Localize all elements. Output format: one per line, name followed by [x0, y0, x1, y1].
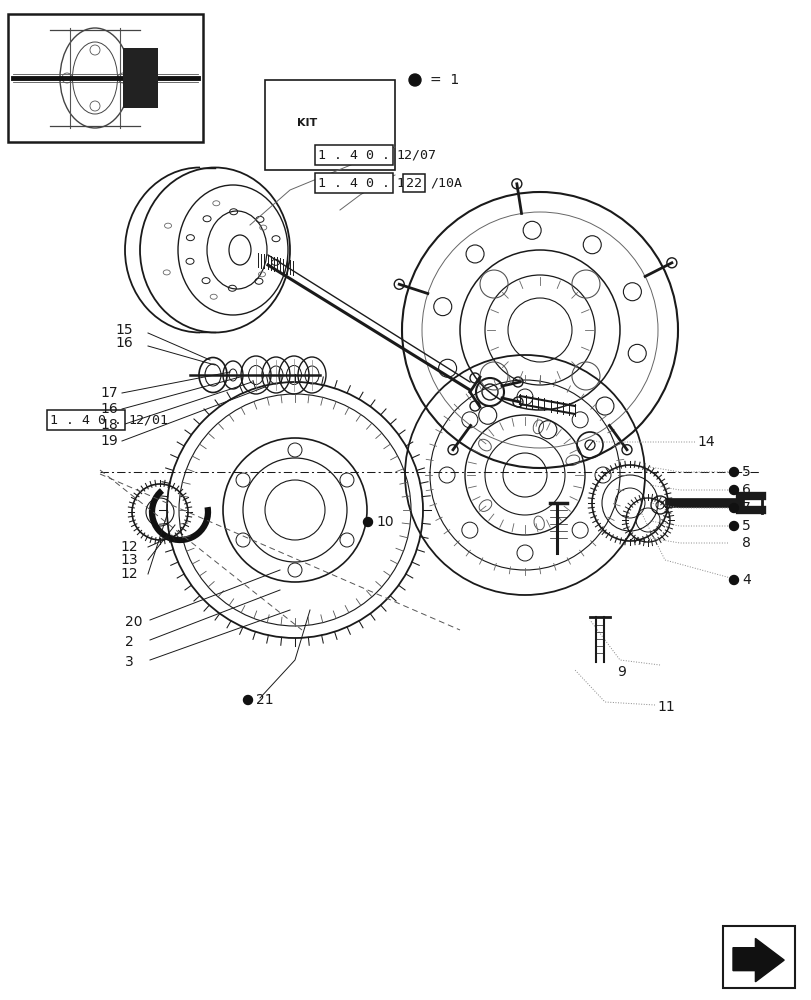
- Text: 22: 22: [406, 177, 422, 190]
- Polygon shape: [732, 938, 783, 982]
- Text: 12: 12: [120, 567, 137, 581]
- Text: 12: 12: [120, 540, 137, 554]
- Circle shape: [728, 504, 737, 512]
- Text: 11: 11: [656, 700, 674, 714]
- Bar: [122, 48, 158, 108]
- Text: 10: 10: [375, 515, 393, 529]
- Text: 18: 18: [100, 418, 118, 432]
- Text: 1: 1: [396, 177, 404, 190]
- Text: 21: 21: [255, 693, 273, 707]
- Circle shape: [409, 74, 420, 86]
- Text: 16: 16: [115, 336, 132, 350]
- Text: 5: 5: [741, 519, 750, 533]
- Text: 3: 3: [125, 655, 134, 669]
- Text: 16: 16: [100, 402, 118, 416]
- Text: 15: 15: [115, 323, 132, 337]
- Circle shape: [363, 518, 372, 526]
- Circle shape: [728, 468, 737, 477]
- Text: 1 . 4 0 .: 1 . 4 0 .: [318, 149, 389, 162]
- Text: 9: 9: [616, 665, 625, 679]
- Bar: [264, 80, 394, 170]
- Text: 14: 14: [696, 435, 714, 449]
- Text: 12/01: 12/01: [128, 414, 168, 426]
- Text: 13: 13: [120, 553, 137, 567]
- Text: 19: 19: [100, 434, 118, 448]
- Bar: [8, 14, 203, 142]
- Circle shape: [728, 576, 737, 584]
- Text: 4: 4: [741, 573, 750, 587]
- Circle shape: [728, 522, 737, 530]
- Text: 12/07: 12/07: [396, 149, 436, 162]
- Text: 2: 2: [125, 635, 134, 649]
- Text: 20: 20: [125, 615, 142, 629]
- Text: 8: 8: [741, 536, 750, 550]
- Text: /10A: /10A: [430, 177, 461, 190]
- Text: 17: 17: [100, 386, 118, 400]
- Text: 6: 6: [741, 483, 750, 497]
- Text: 5: 5: [741, 465, 750, 479]
- Text: KIT: KIT: [297, 118, 317, 128]
- Bar: [722, 926, 794, 988]
- Text: =  1: = 1: [430, 73, 459, 87]
- Circle shape: [243, 696, 252, 704]
- Circle shape: [728, 486, 737, 494]
- Text: 1 . 4 0 .: 1 . 4 0 .: [318, 177, 389, 190]
- Text: 1 . 4 0 .: 1 . 4 0 .: [50, 414, 122, 426]
- Text: 7: 7: [741, 501, 750, 515]
